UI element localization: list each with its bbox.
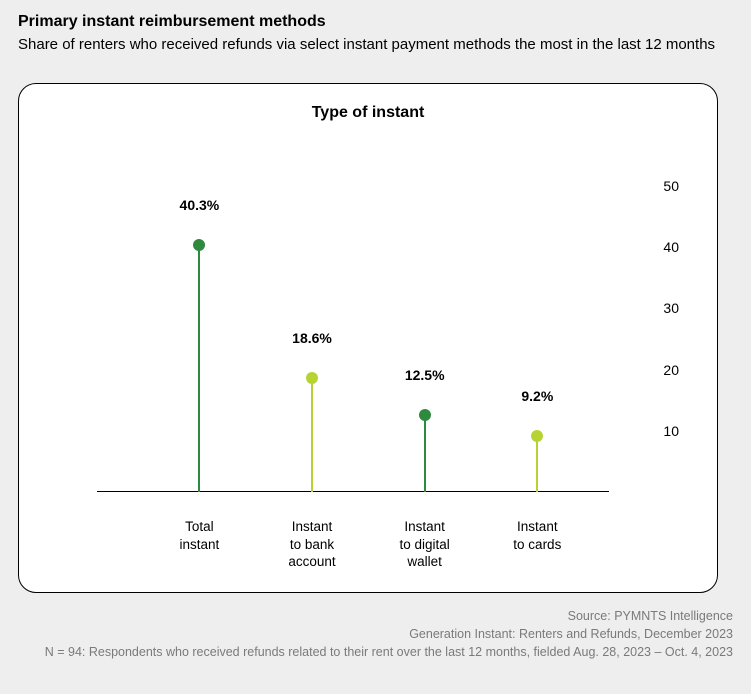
plot-wrap: 40.3%18.6%12.5%9.2% 1020304050 Total ins…	[47, 152, 689, 492]
value-label: 9.2%	[521, 388, 553, 404]
footer-line: N = 94: Respondents who received refunds…	[18, 643, 733, 661]
value-label: 12.5%	[405, 367, 445, 383]
stem-line	[536, 436, 538, 492]
value-label: 40.3%	[180, 197, 220, 213]
x-category-label: Total instant	[180, 518, 220, 553]
source-footer: Source: PYMNTS IntelligenceGeneration In…	[18, 607, 733, 661]
stem-dot	[419, 409, 431, 421]
stem-line	[311, 378, 313, 492]
stem-line	[198, 245, 200, 492]
value-label: 18.6%	[292, 330, 332, 346]
y-tick: 10	[663, 423, 679, 439]
x-category-label: Instant to cards	[513, 518, 561, 553]
stems-container: 40.3% 18.6% 12.5% 9.2%	[97, 152, 609, 492]
y-tick: 50	[663, 178, 679, 194]
stem-dot	[531, 430, 543, 442]
stem-line	[424, 415, 426, 492]
x-axis-labels: Total instant Instant to bank account Inst…	[97, 512, 609, 572]
plot-area: 40.3% 18.6% 12.5% 9.2%	[97, 152, 609, 492]
footer-line: Source: PYMNTS Intelligence	[18, 607, 733, 625]
page-title: Primary instant reimbursement methods	[18, 12, 733, 33]
y-tick: 20	[663, 362, 679, 378]
x-category-label: Instant to bank account	[288, 518, 335, 571]
y-tick: 40	[663, 239, 679, 255]
x-category-label: Instant to digital wallet	[400, 518, 450, 571]
chart-title: Type of instant	[47, 104, 689, 122]
page: Primary instant reimbursement methods Sh…	[0, 0, 751, 669]
y-axis: 10 20 30 40 50	[619, 152, 679, 492]
stem-dot	[193, 239, 205, 251]
page-subtitle: Share of renters who received refunds vi…	[18, 35, 718, 55]
chart-card: Type of instant 40.3% 18.6% 12.5% 9.2% 10 20…	[18, 83, 718, 593]
y-tick: 30	[663, 300, 679, 316]
footer-line: Generation Instant: Renters and Refunds,…	[18, 625, 733, 643]
stem-dot	[306, 372, 318, 384]
